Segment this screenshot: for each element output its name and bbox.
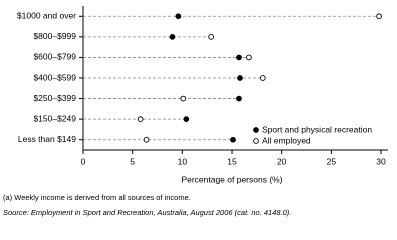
x-tick-label: 15: [227, 156, 237, 166]
dot: [208, 34, 215, 40]
x-tick-label: 10: [178, 156, 188, 166]
dot: [175, 13, 182, 20]
legend-label: Sport and physical recreation: [262, 124, 372, 134]
dot: [246, 54, 252, 61]
y-tick-label: Less than $149: [18, 134, 76, 144]
dot: [230, 136, 236, 143]
chart: Percentage of persons (%) (a) Weekly inc…: [3, 6, 388, 217]
x-tick-label: 30: [376, 156, 386, 166]
x-tick-label: 25: [327, 156, 337, 166]
y-tick-label: $800–$999: [33, 31, 76, 41]
y-tick-label: $150–$249: [33, 113, 76, 123]
dot: [236, 95, 242, 102]
dot: [180, 95, 187, 102]
y-tick-label: $600–$799: [33, 52, 76, 62]
x-axis-label: Percentage of persons (%): [181, 174, 282, 184]
footnote: (a) Weekly income is derived from all so…: [3, 193, 191, 202]
dot: [169, 34, 176, 40]
legend-label: All employed: [262, 135, 311, 145]
dot: [376, 13, 382, 20]
dot: [236, 54, 242, 61]
x-tick-label: 0: [81, 156, 86, 166]
dot: [237, 75, 243, 81]
y-tick-label: $400–$599: [33, 72, 76, 82]
dot: [183, 116, 190, 122]
dot: [137, 116, 144, 122]
legend-marker: [253, 138, 259, 144]
dot: [259, 75, 266, 81]
legend-marker: [253, 127, 259, 133]
y-tick-label: $1000 and over: [17, 11, 76, 21]
dot: [143, 136, 150, 143]
y-tick-label: $250–$399: [33, 93, 76, 103]
x-tick-label: 20: [277, 156, 287, 166]
source-note: Source: Employment in Sport and Recreati…: [3, 208, 291, 217]
x-tick-label: 5: [130, 156, 135, 166]
